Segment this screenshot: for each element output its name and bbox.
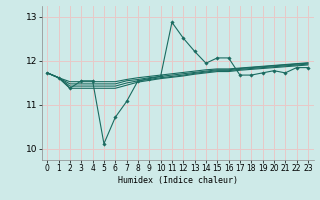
X-axis label: Humidex (Indice chaleur): Humidex (Indice chaleur): [118, 176, 237, 185]
